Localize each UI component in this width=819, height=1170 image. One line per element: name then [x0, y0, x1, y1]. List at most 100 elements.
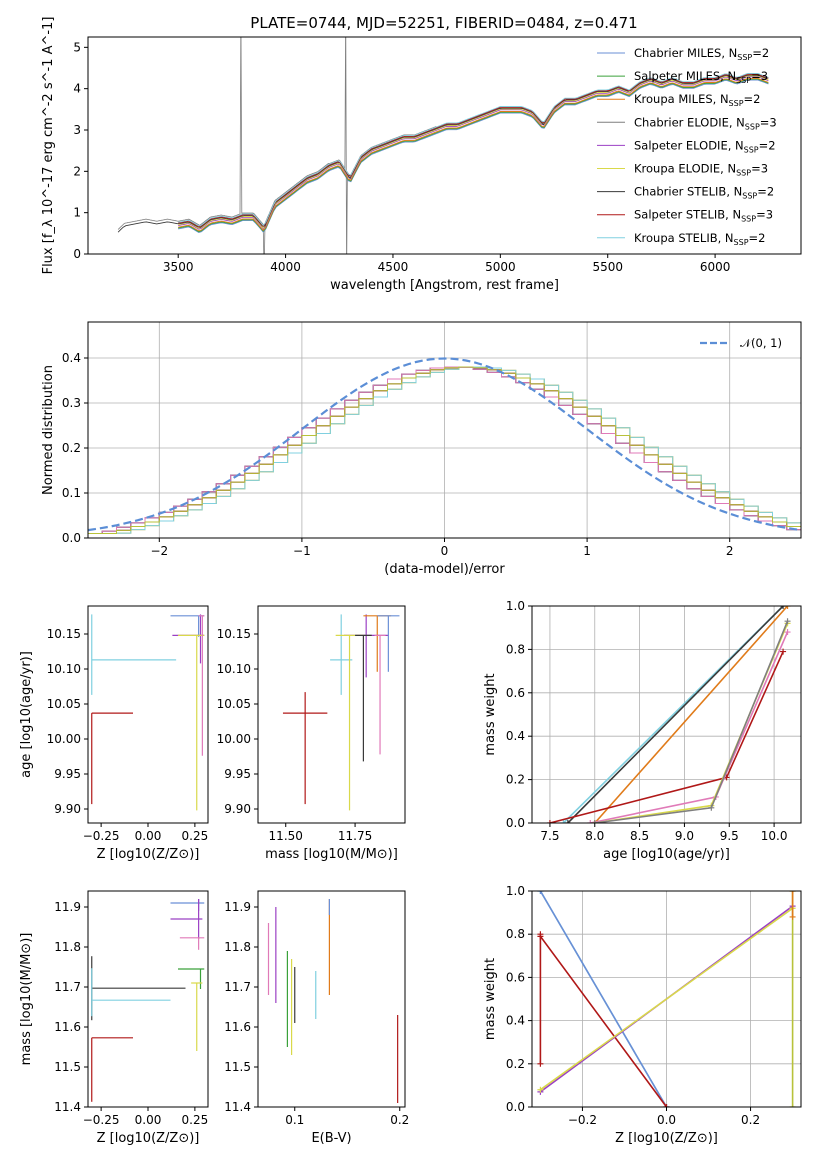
x-tick-label: 9.0: [675, 829, 694, 843]
y-tick-label: 9.90: [224, 802, 251, 816]
y-tick-label: 4: [73, 82, 81, 96]
y-tick-label: 0.2: [506, 773, 525, 787]
model-line-6: [117, 74, 768, 233]
x-axis-label: Z [log10(Z/Z⊙)]: [97, 847, 200, 862]
legend-subscript: SSP: [745, 122, 760, 131]
age-vs-Z-plot: [91, 614, 205, 811]
massweight-vs-age-axes: 7.5 8.0 8.5 9.0 9.5 10.0 0.0 0.2 0.4 0.6 0.8 1.0 age…: [483, 599, 802, 862]
x-tick-label: −1: [293, 544, 311, 558]
y-tick-label: 0.8: [506, 642, 525, 656]
y-tick-label: 0.4: [62, 351, 81, 365]
y-tick-label: 1.0: [506, 884, 525, 898]
x-tick-label: −2: [150, 544, 168, 558]
y-tick-label: 0.3: [62, 396, 81, 410]
model-line-5: [178, 75, 769, 229]
x-tick-label: 0.1: [285, 1113, 304, 1127]
age-vs-Z-axes: −0.25 0.00 0.25 9.90 9.95 10.00 10.05 10.10 10.1…: [19, 605, 209, 862]
y-tick-label: 10.05: [217, 697, 251, 711]
axes-frame: [87, 605, 209, 824]
x-tick-label: 4000: [270, 260, 301, 274]
series-marker: [587, 820, 594, 823]
x-tick-label: 0.2: [741, 1113, 760, 1127]
legend-subscript: SSP: [737, 53, 752, 62]
residuals-plot: [88, 357, 801, 534]
series-line-1: [567, 606, 784, 823]
series-marker: [537, 1086, 544, 1093]
legend-suffix: =2: [752, 46, 769, 60]
y-axis-label: age [log10(age/yr)]: [19, 651, 34, 778]
legend-subscript: SSP: [736, 76, 751, 85]
massweight-vs-Z-plot: [537, 891, 796, 1107]
legend-entry: Chabrier ELODIE, NSSP=3: [634, 115, 777, 131]
y-tick-label: 0.2: [62, 441, 81, 455]
y-tick-label: 11.7: [224, 980, 251, 994]
x-tick-label: 0: [441, 544, 449, 558]
y-tick-label: 10.15: [47, 627, 81, 641]
series-marker: [560, 820, 567, 823]
legend-entry: Salpeter ELODIE, NSSP=2: [634, 138, 776, 154]
y-tick-label: 10.05: [47, 697, 81, 711]
x-axis-label: (data-model)/error: [384, 562, 505, 577]
y-tick-label: 1.0: [506, 599, 525, 613]
spectrum-legend: Chabrier MILES, NSSP=2 Salpeter MILES, NS…: [597, 46, 777, 247]
y-tick-label: 10.10: [217, 662, 251, 676]
legend-suffix: =2: [749, 231, 766, 245]
axes-frame: [531, 890, 802, 1108]
series-marker: [537, 1060, 544, 1067]
residuals-legend: 𝒩(0, 1): [700, 336, 782, 350]
model-line-4: [178, 76, 769, 230]
series-marker: [663, 1104, 670, 1107]
y-tick-label: 11.7: [54, 980, 81, 994]
mass-vs-Z-plot: [91, 899, 205, 1102]
residuals-axes: −2 −1 0 1 2 0.0 0.1 0.2 0.3 0.4 (data-model)/error…: [41, 321, 802, 577]
x-tick-label: 8.0: [585, 829, 604, 843]
legend-subscript: SSP: [744, 145, 759, 154]
y-tick-label: 9.95: [224, 767, 251, 781]
y-tick-label: 11.8: [54, 940, 81, 954]
spectrum-plot: [117, 37, 769, 254]
y-tick-label: 9.90: [54, 802, 81, 816]
y-tick-label: 11.6: [224, 1020, 251, 1034]
mass-vs-EBV-plot: [267, 899, 399, 1103]
x-tick-label: −0.25: [83, 829, 120, 843]
series-marker: [784, 606, 791, 609]
x-axis-label: age [log10(age/yr)]: [603, 847, 730, 862]
y-tick-label: 11.5: [224, 1060, 251, 1074]
series-marker: [789, 1104, 796, 1107]
age-vs-mass-plot: [282, 614, 400, 811]
x-axis-label: mass [log10(M/M⊙)]: [265, 847, 398, 862]
legend-subscript: SSP: [734, 238, 749, 247]
legend-entry: 𝒩(0, 1): [740, 336, 782, 350]
series-marker: [708, 804, 715, 811]
hist-series-10: [88, 366, 801, 534]
x-tick-label: 0.25: [182, 1113, 209, 1127]
y-tick-label: 10.10: [47, 662, 81, 676]
legend-subscript: SSP: [742, 192, 757, 201]
page-title: PLATE=0744, MJD=52251, FIBERID=0484, z=0…: [250, 14, 637, 32]
y-tick-label: 11.5: [54, 1060, 81, 1074]
y-axis-label: mass weight: [483, 673, 498, 755]
legend-entry: Chabrier MILES, NSSP=2: [634, 46, 769, 62]
x-tick-label: 9.5: [720, 829, 739, 843]
x-tick-label: 8.5: [630, 829, 649, 843]
y-tick-label: 0.0: [62, 531, 81, 545]
model-line-2: [178, 77, 769, 232]
y-axis-label: Normed distribution: [41, 365, 56, 495]
x-tick-label: 0.00: [135, 829, 162, 843]
y-tick-label: 5: [73, 40, 81, 54]
series-marker: [546, 820, 553, 823]
x-axis-label: Z [log10(Z/Z⊙)]: [97, 1131, 200, 1146]
legend-entry: Kroupa MILES, NSSP=2: [634, 92, 760, 108]
spectrum-axes: 3500 4000 4500 5000 5500 6000 0 1 2 3 4 5 wavelength…: [41, 17, 802, 293]
x-tick-label: 5000: [485, 260, 516, 274]
massweight-vs-Z-axes: −0.2 0.0 0.2 0.0 0.2 0.4 0.6 0.8 1.0 Z [log10(Z/Z…: [483, 884, 802, 1146]
legend-entry: Kroupa STELIB, NSSP=2: [634, 231, 765, 247]
series-marker: [564, 820, 571, 823]
legend-suffix: =3: [756, 208, 773, 222]
normal-curve: [88, 357, 801, 532]
legend-suffix: =2: [757, 185, 774, 199]
model-line-7: [178, 73, 769, 228]
x-tick-label: 3500: [163, 260, 194, 274]
x-tick-label: 4500: [378, 260, 409, 274]
